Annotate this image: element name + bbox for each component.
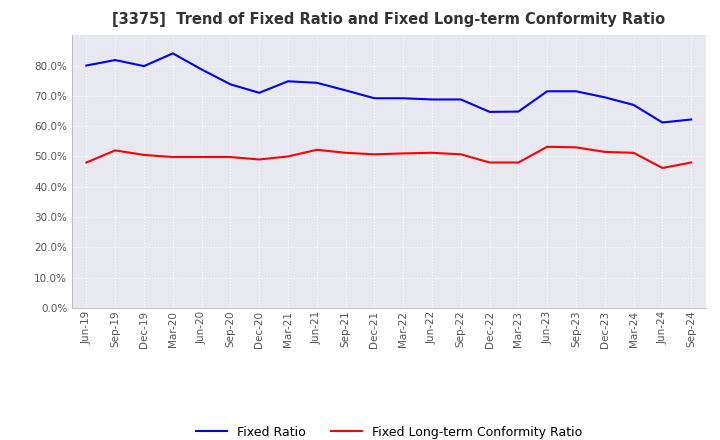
Fixed Long-term Conformity Ratio xyxy=(428,150,436,155)
Fixed Long-term Conformity Ratio xyxy=(399,151,408,156)
Fixed Long-term Conformity Ratio xyxy=(572,145,580,150)
Fixed Ratio xyxy=(428,97,436,102)
Title: [3375]  Trend of Fixed Ratio and Fixed Long-term Conformity Ratio: [3375] Trend of Fixed Ratio and Fixed Lo… xyxy=(112,12,665,27)
Fixed Ratio xyxy=(140,63,148,69)
Fixed Long-term Conformity Ratio xyxy=(687,160,696,165)
Fixed Long-term Conformity Ratio xyxy=(514,160,523,165)
Fixed Ratio xyxy=(111,57,120,62)
Fixed Long-term Conformity Ratio xyxy=(284,154,292,159)
Fixed Ratio xyxy=(168,51,177,56)
Fixed Ratio xyxy=(658,120,667,125)
Fixed Ratio xyxy=(485,109,494,114)
Fixed Ratio xyxy=(82,63,91,68)
Fixed Long-term Conformity Ratio xyxy=(456,152,465,157)
Fixed Ratio xyxy=(572,88,580,94)
Fixed Ratio xyxy=(600,95,609,100)
Fixed Long-term Conformity Ratio xyxy=(600,149,609,154)
Fixed Long-term Conformity Ratio xyxy=(168,154,177,160)
Fixed Ratio xyxy=(226,82,235,87)
Fixed Ratio xyxy=(197,67,206,72)
Fixed Long-term Conformity Ratio xyxy=(226,154,235,160)
Fixed Ratio xyxy=(514,109,523,114)
Fixed Long-term Conformity Ratio xyxy=(543,144,552,150)
Fixed Long-term Conformity Ratio xyxy=(111,148,120,153)
Fixed Long-term Conformity Ratio xyxy=(255,157,264,162)
Fixed Ratio xyxy=(341,88,350,93)
Fixed Ratio xyxy=(456,97,465,102)
Fixed Ratio xyxy=(543,88,552,94)
Fixed Ratio xyxy=(687,117,696,122)
Fixed Ratio xyxy=(255,90,264,95)
Line: Fixed Ratio: Fixed Ratio xyxy=(86,53,691,122)
Fixed Ratio xyxy=(629,102,638,107)
Fixed Long-term Conformity Ratio xyxy=(485,160,494,165)
Fixed Long-term Conformity Ratio xyxy=(82,160,91,165)
Fixed Ratio xyxy=(312,80,321,85)
Fixed Ratio xyxy=(284,79,292,84)
Line: Fixed Long-term Conformity Ratio: Fixed Long-term Conformity Ratio xyxy=(86,147,691,168)
Fixed Ratio xyxy=(399,95,408,101)
Fixed Long-term Conformity Ratio xyxy=(370,152,379,157)
Fixed Long-term Conformity Ratio xyxy=(629,150,638,155)
Fixed Long-term Conformity Ratio xyxy=(658,165,667,171)
Fixed Long-term Conformity Ratio xyxy=(197,154,206,160)
Legend: Fixed Ratio, Fixed Long-term Conformity Ratio: Fixed Ratio, Fixed Long-term Conformity … xyxy=(191,421,587,440)
Fixed Long-term Conformity Ratio xyxy=(140,152,148,158)
Fixed Ratio xyxy=(370,95,379,101)
Fixed Long-term Conformity Ratio xyxy=(312,147,321,152)
Fixed Long-term Conformity Ratio xyxy=(341,150,350,155)
